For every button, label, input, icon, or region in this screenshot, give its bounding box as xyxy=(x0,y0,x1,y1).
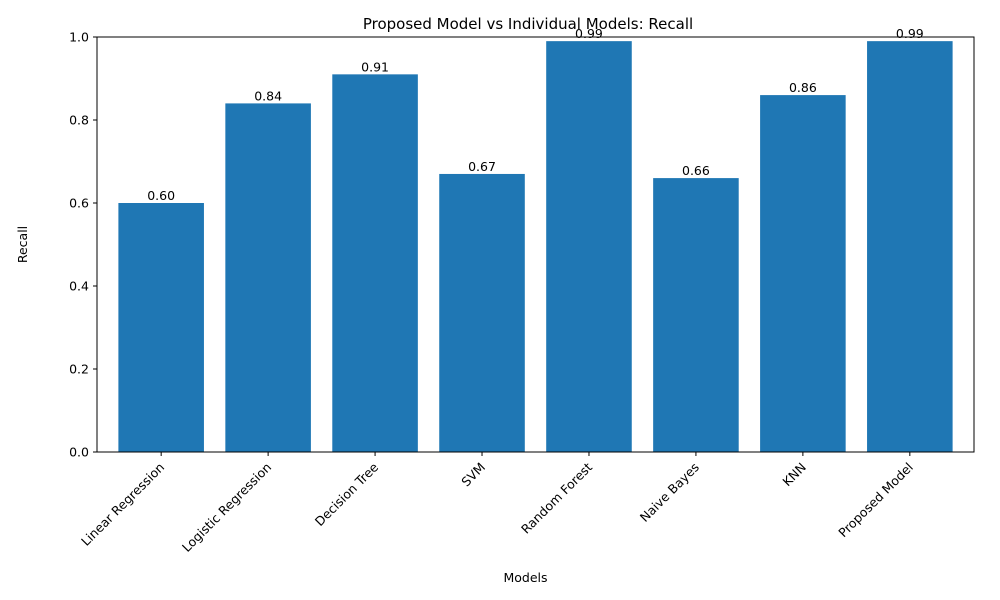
data-label: 0.67 xyxy=(468,159,496,174)
y-tick-label: 0.4 xyxy=(69,279,89,294)
x-tick-label: SVM xyxy=(458,460,488,490)
y-tick-label: 0.0 xyxy=(69,445,89,460)
y-tick-label: 0.8 xyxy=(69,113,89,128)
x-tick-label: Random Forest xyxy=(518,459,595,536)
data-label: 0.86 xyxy=(789,80,817,95)
data-label: 0.99 xyxy=(575,26,603,41)
bar-linear-regression xyxy=(118,203,204,452)
x-axis-label: Models xyxy=(503,570,547,585)
y-tick-label: 1.0 xyxy=(69,30,89,45)
data-label: 0.84 xyxy=(254,88,282,103)
bar-naive-bayes xyxy=(653,178,739,452)
bar-decision-tree xyxy=(332,74,418,452)
bar-logistic-regression xyxy=(225,103,311,453)
plot-frame xyxy=(96,36,975,453)
bar-proposed-model xyxy=(867,41,953,453)
data-label: 0.60 xyxy=(147,188,175,203)
bar-knn xyxy=(760,95,846,452)
y-axis: 0.0 0.2 0.4 0.6 0.8 1.0 xyxy=(69,30,97,460)
chart-title: Proposed Model vs Individual Models: Rec… xyxy=(363,15,693,33)
y-tick-label: 0.2 xyxy=(69,362,89,377)
x-tick-label: Linear Regression xyxy=(78,460,167,549)
x-tick-label: Decision Tree xyxy=(312,459,382,529)
x-tick-label: Naive Bayes xyxy=(637,460,702,525)
x-tick-label: Proposed Model xyxy=(835,460,916,541)
x-tick-label: Logistic Regression xyxy=(179,460,274,555)
bars-layer xyxy=(118,41,953,453)
x-axis: Linear Regression Logistic Regression Deci… xyxy=(78,452,916,555)
data-label: 0.91 xyxy=(361,59,389,74)
bar-svm xyxy=(439,173,525,452)
y-axis-label: Recall xyxy=(15,226,30,263)
data-label: 0.66 xyxy=(682,163,710,178)
data-label: 0.99 xyxy=(896,26,924,41)
x-tick-label: KNN xyxy=(779,460,809,490)
bar-random-forest xyxy=(546,41,632,453)
y-tick-label: 0.6 xyxy=(69,196,89,211)
